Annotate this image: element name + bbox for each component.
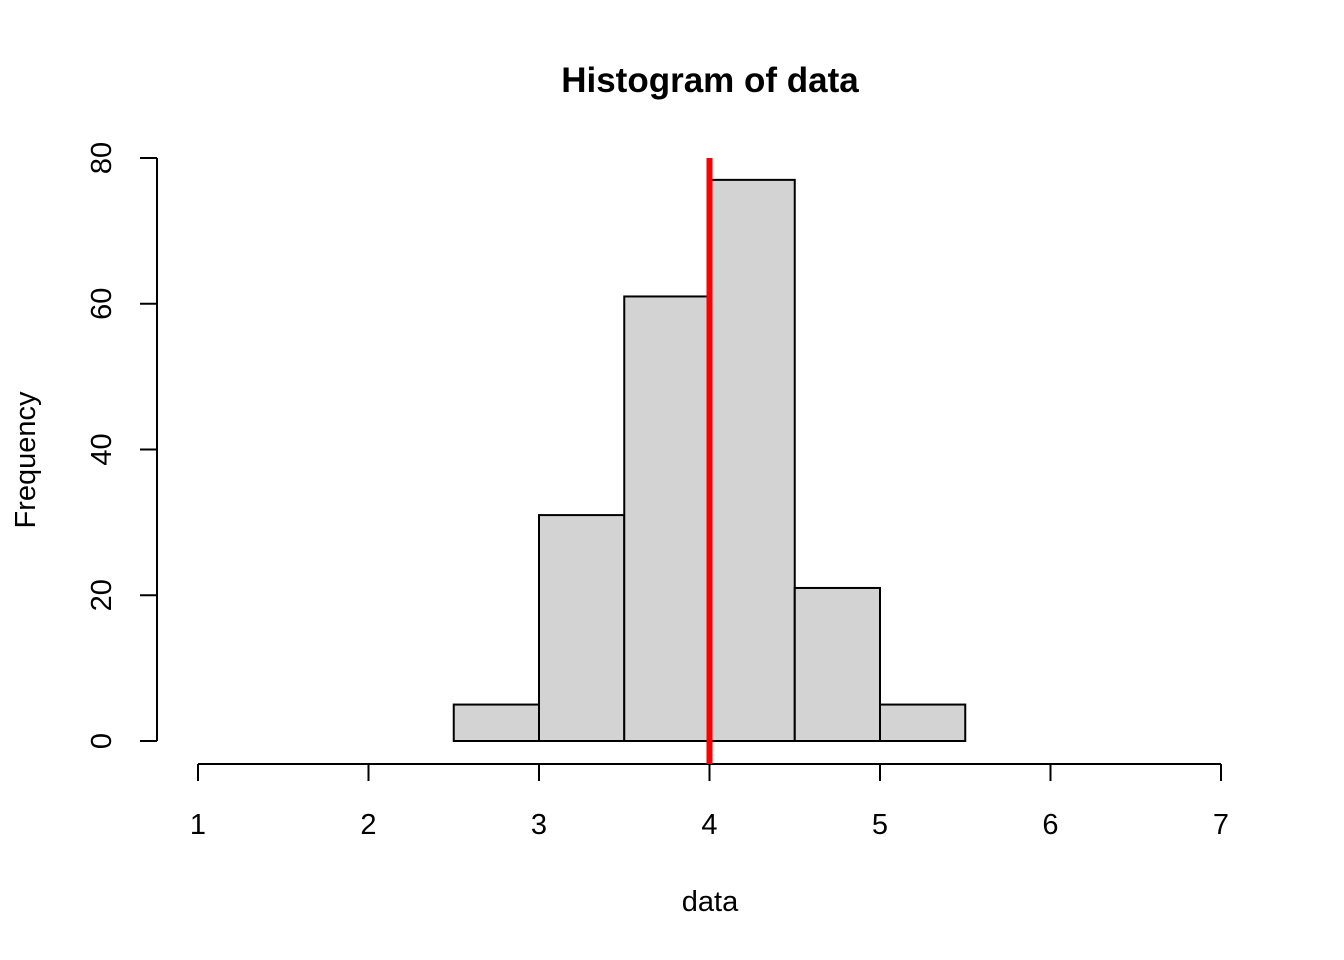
- x-tick-label: 7: [1213, 809, 1229, 841]
- x-tick-label: 2: [360, 809, 376, 841]
- histogram-bar: [708, 178, 796, 743]
- chart-title: Histogram of data: [561, 61, 859, 100]
- y-tick-label: 40: [86, 433, 118, 465]
- histogram-bar: [452, 703, 540, 742]
- y-tick-label: 60: [86, 288, 118, 320]
- x-axis: 1 2 3 4 5 6 7: [190, 763, 1229, 841]
- histogram-bar: [623, 295, 711, 742]
- y-tick-label: 20: [86, 579, 118, 611]
- x-tick-label: 3: [531, 809, 547, 841]
- x-tick-label: 1: [190, 809, 206, 841]
- histogram-bars: [452, 178, 967, 743]
- x-tick-label: 5: [872, 809, 888, 841]
- y-axis-label: Frequency: [10, 391, 42, 529]
- x-tick-label: 4: [701, 809, 717, 841]
- histogram-bar: [879, 703, 967, 742]
- x-tick-label: 6: [1042, 809, 1058, 841]
- y-tick-label: 0: [86, 733, 118, 749]
- histogram-bar: [538, 514, 626, 743]
- y-axis: 0 20 40 60 80: [86, 142, 158, 749]
- histogram-bar: [793, 586, 881, 743]
- x-axis-label: data: [682, 886, 739, 918]
- y-tick-label: 80: [86, 142, 118, 174]
